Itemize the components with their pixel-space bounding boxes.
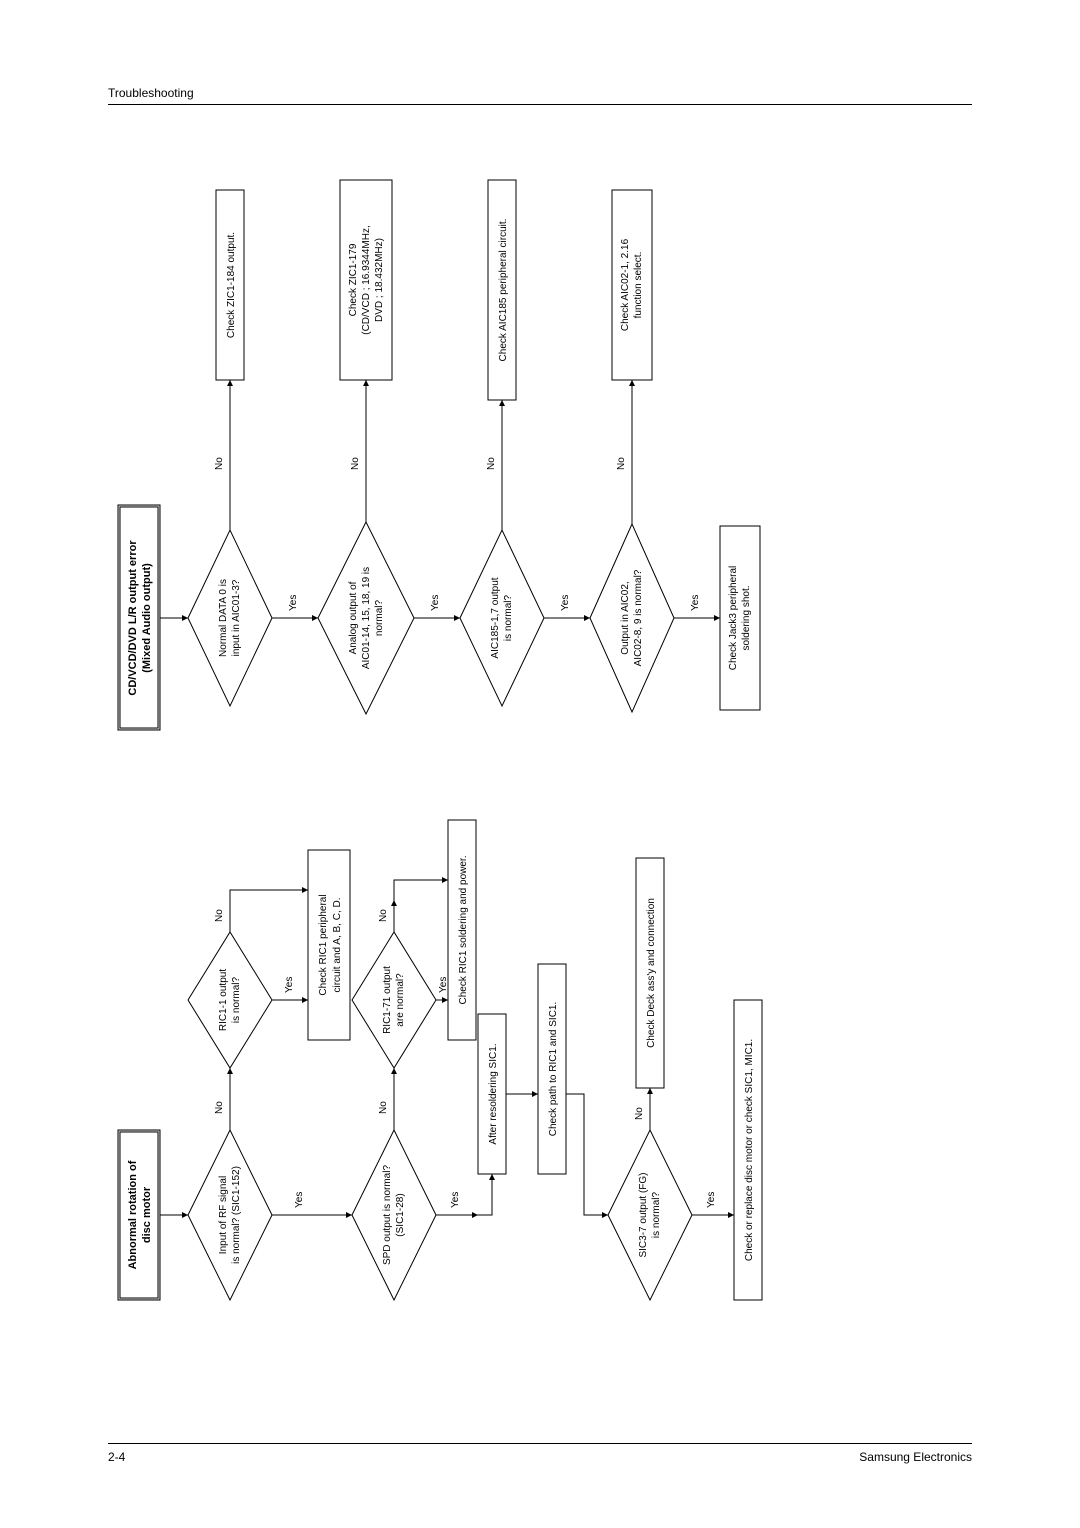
right-d2-l3: normal?: [374, 600, 385, 637]
right-b4-l2: function select.: [633, 252, 644, 319]
left-d3: [352, 1130, 436, 1300]
right-d1-l1: Normal DATA 0 is: [218, 579, 229, 657]
right-d2-l2: AIC01-14, 15, 18, 19 is: [361, 567, 372, 669]
left-d3-l2: (SIC1-28): [395, 1193, 406, 1236]
right-b3-l1: Check AIC185 peripheral circuit.: [498, 219, 509, 362]
right-b1-l1: Check ZIC1-184 output.: [226, 232, 237, 338]
right-d3-l2: is normal?: [503, 595, 514, 642]
right-d4-l1: Output in AIC02,: [620, 581, 631, 654]
left-d5-yes: Yes: [706, 1192, 717, 1208]
left-d2-l2: is normal?: [231, 977, 242, 1024]
left-d3-no: No: [378, 1101, 389, 1114]
right-d2-l1: Analog output of: [348, 581, 359, 654]
left-d1-no: No: [214, 1101, 225, 1114]
left-b3-l1: After resoldering SIC1.: [488, 1043, 499, 1144]
right-d3-no: No: [486, 457, 497, 470]
right-b5-l1: Check Jack3 peripheral: [728, 566, 739, 671]
left-d4-l1: RIC1-71 output: [382, 966, 393, 1034]
right-d4-no: No: [616, 457, 627, 470]
left-d1-yes: Yes: [294, 1192, 305, 1208]
right-b4: [612, 190, 652, 380]
left-d4-l2: are normal?: [395, 973, 406, 1027]
right-b2-l2: (CD/VCD ; 16.9344MHz,: [361, 225, 372, 334]
right-d3-yes: Yes: [560, 595, 571, 611]
left-d5-l2: is normal?: [651, 1192, 662, 1239]
right-d1-no: No: [214, 457, 225, 470]
flowcharts: Abnormal rotation of disc motor Input of…: [108, 170, 972, 1320]
right-d4-l2: AIC02-8, 9 is normal?: [633, 569, 644, 666]
rule-bottom: [108, 1443, 972, 1444]
left-title-line2: disc motor: [141, 1186, 153, 1243]
left-d1-l1: Input of RF signal: [218, 1176, 229, 1254]
right-d3-l1: AIC185-1,7 output: [490, 577, 501, 658]
left-b2-l1: Check RIC1 soldering and power.: [458, 856, 469, 1005]
left-d4-no: No: [378, 909, 389, 922]
left-b1-l1: Check RIC1 peripheral: [318, 894, 329, 995]
page-number: 2-4: [108, 1450, 125, 1464]
left-b6-l1: Check or replace disc motor or check SIC…: [744, 1039, 755, 1261]
right-d2-no: No: [350, 457, 361, 470]
left-d2-no: No: [214, 909, 225, 922]
left-flowchart: Abnormal rotation of disc motor Input of…: [118, 820, 762, 1300]
right-flowchart: CD/VCD/DVD L/R output error (Mixed Audio…: [118, 180, 760, 730]
right-d4-yes: Yes: [690, 595, 701, 611]
footer-brand: Samsung Electronics: [859, 1450, 972, 1464]
right-b4-l1: Check AIC02-1, 2.16: [620, 238, 631, 331]
left-d3-yes: Yes: [450, 1192, 461, 1208]
left-b4-l1: Check path to RIC1 and SIC1.: [548, 1002, 559, 1137]
left-d2-yes: Yes: [284, 977, 295, 993]
right-d4: [590, 524, 674, 712]
left-b5-l1: Check Deck ass'y and connection: [646, 898, 657, 1048]
right-b5-l2: soldering shot.: [741, 585, 752, 650]
left-d2: [188, 932, 272, 1068]
left-d3-l1: SPD output is normal?: [382, 1165, 393, 1265]
left-b1: [308, 850, 350, 1040]
right-title-line2: (Mixed Audio output): [141, 563, 153, 673]
right-d1-l2: input in AIC01-3?: [231, 579, 242, 656]
right-d1: [188, 530, 272, 706]
rule-top: [108, 104, 972, 105]
right-b5: [720, 526, 760, 710]
left-d5-l1: SIC3-7 output (FG): [638, 1172, 649, 1257]
right-b2-l3: DVD ; 18.432MHz): [374, 238, 385, 322]
left-b1-l2: circuit and A, B, C, D.: [332, 897, 343, 992]
right-title-line1: CD/VCD/DVD L/R output error: [127, 540, 139, 696]
left-d4-yes: Yes: [438, 977, 449, 993]
left-d4: [352, 932, 436, 1068]
left-title-line1: Abnormal rotation of: [127, 1160, 139, 1269]
left-d5-no: No: [634, 1107, 645, 1120]
left-d1-l2: is normal? (SIC1-152): [231, 1166, 242, 1264]
left-d1: [188, 1130, 272, 1300]
left-d2-l1: RIC1-1 output: [218, 969, 229, 1031]
right-d1-yes: Yes: [288, 595, 299, 611]
right-b2-l1: Check ZIC1-179: [348, 243, 359, 316]
page-header: Troubleshooting: [108, 86, 194, 100]
left-d5: [608, 1130, 692, 1300]
right-d3: [460, 530, 544, 706]
right-d2-yes: Yes: [430, 595, 441, 611]
